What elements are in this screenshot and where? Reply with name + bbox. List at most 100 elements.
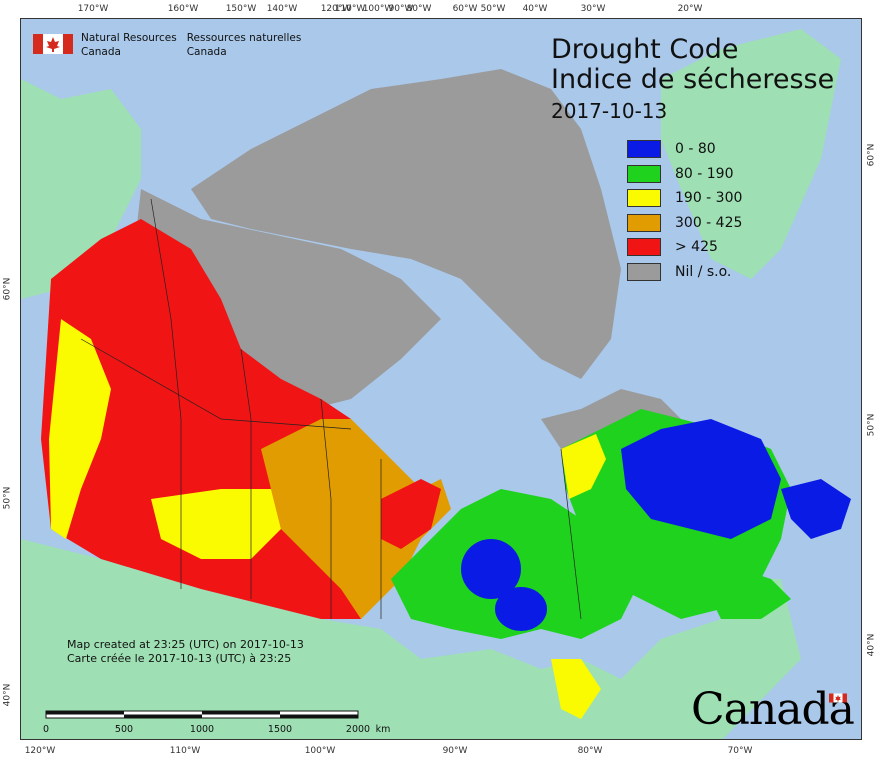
title-fr: Indice de sécheresse <box>551 64 835 95</box>
created-en: Map created at 23:25 (UTC) on 2017-10-13 <box>67 638 304 651</box>
created-note: Map created at 23:25 (UTC) on 2017-10-13… <box>67 638 304 666</box>
boundary-line <box>560 448 582 620</box>
legend-swatch <box>627 164 661 183</box>
canada-wordmark: Canada <box>691 684 855 735</box>
legend-swatch <box>627 189 661 208</box>
legend-item: 190 - 300 <box>627 186 742 211</box>
graticule-label: 60°W <box>452 4 478 14</box>
legend-label: > 425 <box>675 239 718 256</box>
legend-item: 0 - 80 <box>627 137 742 162</box>
arctic-islands <box>191 69 621 379</box>
boundary-line <box>80 338 352 430</box>
map-svg <box>21 29 851 739</box>
scale-labels: 0 500 1000 1500 2000 km <box>42 724 390 738</box>
graticule-label: 50°N <box>2 486 13 510</box>
boundary-line <box>320 398 332 619</box>
agency-signature: Natural Resources Canada Ressources natu… <box>33 31 301 59</box>
legend-item: > 425 <box>627 235 742 260</box>
graticule-right: 60°N 50°N 40°N <box>860 0 880 760</box>
boundary-line <box>240 348 252 599</box>
title-date: 2017-10-13 <box>551 99 668 123</box>
graticule-left: 60°N 50°N 40°N <box>0 0 20 760</box>
labrador-nil <box>541 389 681 449</box>
scale-bar-graphic <box>45 710 359 719</box>
scale-label: 1500 <box>267 724 293 735</box>
newfoundland <box>781 479 851 539</box>
map-title: Drought Code Indice de sécheresse 2017-1… <box>551 35 834 125</box>
graticule-label: 30°W <box>580 4 606 14</box>
legend-swatch <box>627 140 661 159</box>
legend-swatch <box>627 262 661 281</box>
graticule-label: 100°W <box>304 746 336 756</box>
created-fr: Carte créée le 2017-10-13 (UTC) à 23:25 <box>67 652 292 665</box>
legend-swatch <box>627 238 661 257</box>
scale-label: 1000 <box>189 724 215 735</box>
legend-item: 80 - 190 <box>627 162 742 187</box>
northern-nil <box>131 189 441 409</box>
ontario-blue-2 <box>495 587 547 631</box>
legend-label: 80 - 190 <box>675 165 734 182</box>
quebec-yellow <box>561 434 606 499</box>
title-en: Drought Code <box>551 34 739 65</box>
graticule-label: 40°N <box>866 633 877 657</box>
bc-yellow <box>49 319 111 539</box>
graticule-bottom: 120°W 110°W 100°W 90°W 80°W 70°W <box>0 746 880 758</box>
canada-flag-icon <box>33 34 73 54</box>
agency-name-fr: Ressources naturelles Canada <box>187 31 302 59</box>
graticule-label: 50°N <box>866 413 877 437</box>
agency-en-line1: Natural Resources <box>81 32 177 44</box>
graticule-label: 20°W <box>677 4 703 14</box>
scale-bar: 0 500 1000 1500 2000 km <box>42 705 390 738</box>
prairie-yellow <box>151 489 281 559</box>
graticule-label: 120°W <box>24 746 56 756</box>
legend-label: 0 - 80 <box>675 141 716 158</box>
graticule-label: 50°W <box>480 4 506 14</box>
graticule-label: 80°W <box>577 746 603 756</box>
graticule-label: 70°W <box>727 746 753 756</box>
scale-unit: km <box>375 724 391 735</box>
graticule-label: 100°W <box>362 4 394 14</box>
graticule-label: 90°W <box>388 4 414 14</box>
graticule-label: 80°W <box>406 4 432 14</box>
manitoba-red <box>381 479 441 549</box>
agency-name-en: Natural Resources Canada <box>81 31 177 59</box>
graticule-label: 110°W <box>334 4 366 14</box>
legend-item: 300 - 425 <box>627 211 742 236</box>
wordmark-flag-icon <box>829 693 847 703</box>
usa-land <box>21 539 801 739</box>
graticule-top: 170°W 160°W 150°W 140°W 120°W 110°W 100°… <box>0 4 880 16</box>
legend-swatch <box>627 213 661 232</box>
agency-fr-line2: Canada <box>186 46 227 58</box>
graticule-label: 140°W <box>266 4 298 14</box>
legend-label: 300 - 425 <box>675 214 743 231</box>
drought-map[interactable]: Natural Resources Canada Ressources natu… <box>20 18 862 740</box>
agency-fr-line1: Ressources naturelles <box>186 32 302 44</box>
graticule-label: 60°N <box>2 277 13 301</box>
ontario-blue-1 <box>461 539 521 599</box>
scale-label: 0 <box>42 724 50 735</box>
legend-item: Nil / s.o. <box>627 260 742 285</box>
legend-label: 190 - 300 <box>675 190 743 207</box>
maritimes <box>701 569 791 619</box>
agency-en-line2: Canada <box>81 46 121 58</box>
legend: 0 - 80 80 - 190 190 - 300 300 - 425 > 42… <box>627 137 742 284</box>
graticule-label: 40°N <box>2 683 13 707</box>
greenland-land <box>661 29 841 279</box>
graticule-label: 40°W <box>522 4 548 14</box>
legend-label: Nil / s.o. <box>675 263 732 280</box>
graticule-label: 110°W <box>169 746 201 756</box>
graticule-label: 160°W <box>167 4 199 14</box>
alaska-land <box>21 79 141 299</box>
graticule-label: 90°W <box>442 746 468 756</box>
scale-label: 500 <box>114 724 134 735</box>
boundary-line <box>150 198 182 589</box>
quebec-blue <box>621 419 781 539</box>
graticule-label: 170°W <box>77 4 109 14</box>
scale-label: 2000 <box>345 724 371 735</box>
graticule-label: 120°W <box>320 4 352 14</box>
graticule-label: 60°N <box>866 143 877 167</box>
south-ontario-yellow <box>551 659 601 719</box>
hudson-bay <box>381 369 541 479</box>
graticule-label: 150°W <box>225 4 257 14</box>
